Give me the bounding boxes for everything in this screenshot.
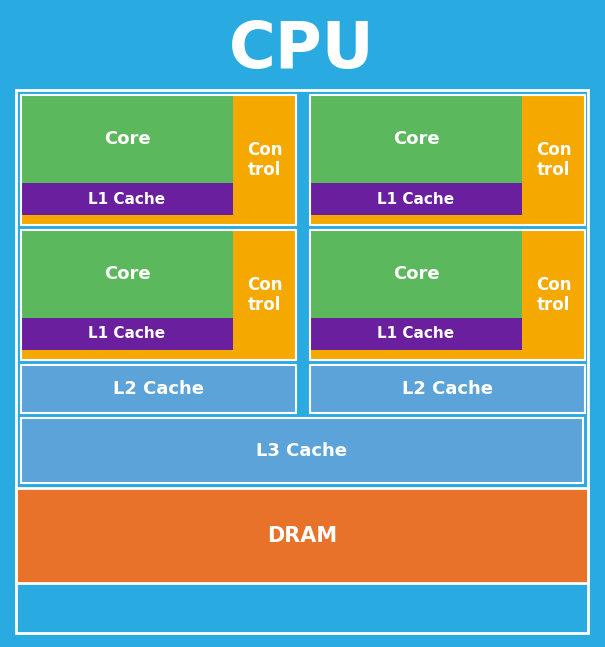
Bar — [21, 230, 296, 360]
Bar — [16, 488, 588, 583]
Bar — [310, 95, 585, 225]
Text: Core: Core — [393, 130, 439, 148]
Text: L1 Cache: L1 Cache — [378, 192, 454, 206]
Bar — [21, 365, 296, 413]
Text: Core: Core — [103, 265, 150, 283]
Bar — [21, 95, 296, 225]
Bar — [21, 95, 296, 225]
Bar — [21, 365, 296, 413]
Text: Con
trol: Con trol — [536, 141, 571, 179]
Text: L2 Cache: L2 Cache — [113, 380, 204, 398]
Bar — [21, 230, 233, 318]
Bar — [310, 95, 585, 225]
Bar — [21, 230, 296, 360]
Bar — [310, 365, 585, 413]
Text: CPU: CPU — [229, 19, 375, 81]
Text: L1 Cache: L1 Cache — [88, 327, 166, 342]
Text: L3 Cache: L3 Cache — [257, 441, 347, 459]
Bar — [21, 318, 233, 350]
Text: L1 Cache: L1 Cache — [88, 192, 166, 206]
Bar — [310, 230, 585, 360]
Bar — [310, 95, 522, 183]
Bar — [310, 230, 585, 360]
Text: Con
trol: Con trol — [536, 276, 571, 314]
Text: DRAM: DRAM — [267, 525, 337, 545]
Bar — [310, 318, 522, 350]
Bar — [21, 183, 233, 215]
Bar — [21, 418, 583, 483]
Text: Con
trol: Con trol — [247, 141, 283, 179]
Bar — [16, 90, 588, 633]
Bar — [21, 418, 583, 483]
Bar — [21, 95, 233, 183]
Bar — [16, 488, 588, 583]
Text: L2 Cache: L2 Cache — [402, 380, 493, 398]
Text: Con
trol: Con trol — [247, 276, 283, 314]
Text: Core: Core — [393, 265, 439, 283]
Text: Core: Core — [103, 130, 150, 148]
Text: L1 Cache: L1 Cache — [378, 327, 454, 342]
Bar — [310, 183, 522, 215]
Bar — [310, 230, 522, 318]
Bar — [310, 365, 585, 413]
